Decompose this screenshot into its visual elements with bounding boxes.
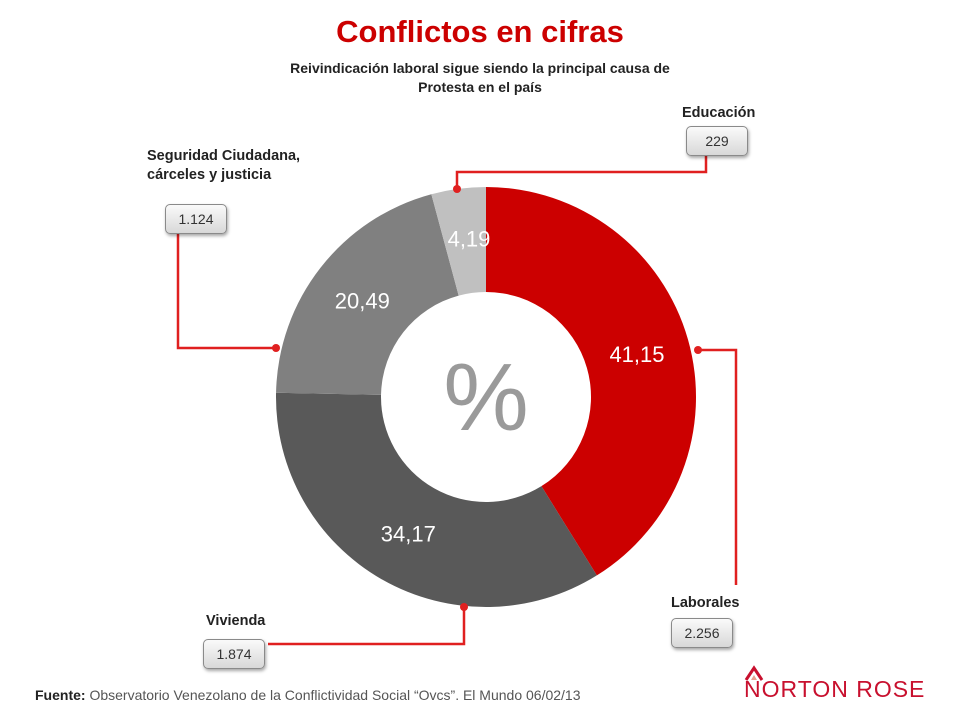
- connector-laborales-dot: [694, 346, 702, 354]
- center-percent-label: %: [443, 344, 528, 451]
- label-laborales: Laborales: [671, 595, 740, 611]
- connector-vivienda-dot: [460, 603, 468, 611]
- connector-seguridad: [176, 234, 276, 350]
- logo-chevron-icon: [744, 665, 764, 681]
- connector-educacion: [455, 152, 708, 189]
- source-label: Fuente:: [35, 687, 86, 703]
- slice-value-labels: 41,15 34,17 20,49 4,19: [335, 226, 665, 546]
- slice-0: [486, 187, 696, 576]
- norton-rose-logo: NORTON ROSE: [744, 662, 934, 702]
- label-educacion: Educación: [682, 105, 756, 121]
- connector-vivienda: [268, 607, 466, 646]
- slice-value-label-3: 4,19: [448, 226, 491, 251]
- donut-slices: [276, 187, 696, 607]
- logo-text: NORTON ROSE: [744, 676, 926, 702]
- connector-lines: [176, 152, 738, 646]
- count-box-laborales: 2.256: [671, 618, 733, 648]
- chart-title: Conflictos en cifras: [336, 14, 624, 49]
- slice-value-label-2: 20,49: [335, 288, 390, 313]
- slice-2: [276, 194, 459, 395]
- source-text: Observatorio Venezolano de la Conflictiv…: [89, 687, 581, 703]
- count-box-vivienda: 1.874: [203, 639, 265, 669]
- connector-seguridad-dot: [272, 344, 280, 352]
- label-seguridad-line1: Seguridad Ciudadana,: [147, 148, 301, 164]
- label-seguridad-line2: cárceles y justicia: [147, 167, 272, 183]
- count-box-educacion: 229: [686, 126, 748, 156]
- slice-value-label-1: 34,17: [381, 521, 436, 546]
- chart-subtitle: Reivindicación laboral sigue siendo la p…: [290, 60, 670, 95]
- label-vivienda: Vivienda: [206, 613, 266, 629]
- slice-3: [431, 187, 486, 296]
- count-box-seguridad: 1.124: [165, 204, 227, 234]
- slice-value-label-0: 41,15: [609, 342, 664, 367]
- connector-educacion-dot: [453, 185, 461, 193]
- label-seguridad: Seguridad Ciudadana, cárceles y justicia: [147, 147, 300, 185]
- connector-laborales: [698, 348, 738, 585]
- slice-1: [276, 392, 597, 607]
- source-footer: Fuente: Observatorio Venezolano de la Co…: [35, 687, 581, 703]
